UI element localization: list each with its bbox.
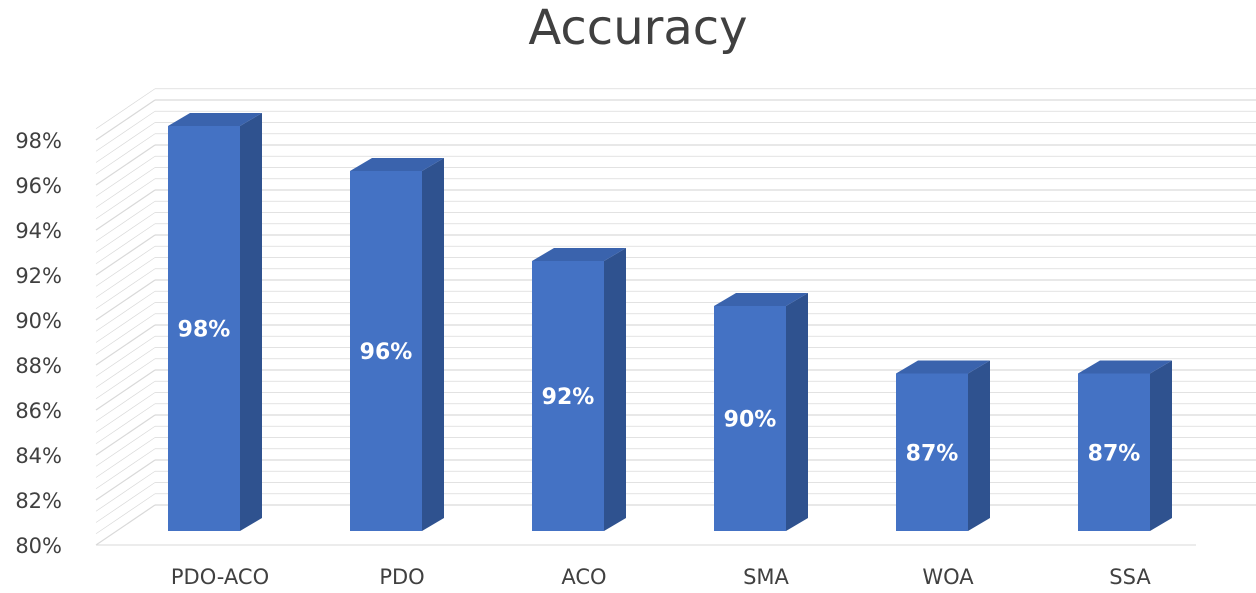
gridline-depth <box>95 155 156 197</box>
y-tick-label: 90% <box>15 309 62 333</box>
gridline-depth <box>95 178 156 220</box>
gridline-depth <box>95 200 156 242</box>
data-label: 87% <box>1088 441 1141 466</box>
y-tick-label: 86% <box>15 399 62 423</box>
data-label: 87% <box>906 441 959 466</box>
x-axis-ticks: PDO-ACO PDO ACO SMA WOA SSA <box>171 565 1151 589</box>
bar-side <box>786 293 808 531</box>
bar-top <box>532 248 626 261</box>
gridline-depth <box>95 358 156 400</box>
gridline-depth <box>95 290 156 332</box>
gridline-depth <box>95 223 156 265</box>
gridline-depth <box>95 392 156 433</box>
bar-front <box>168 126 240 531</box>
bar-side <box>968 360 990 531</box>
bar-front <box>896 373 968 531</box>
gridline-depth <box>95 88 156 130</box>
bar-side <box>604 248 626 531</box>
gridline-depth <box>95 144 156 186</box>
y-tick-label: 80% <box>15 534 62 558</box>
y-tick-label: 94% <box>15 219 62 243</box>
gridline-depth <box>95 302 156 343</box>
bar: 92% <box>532 248 626 531</box>
y-axis-ticks: 80% 82% 84% 86% 88% 90% 92% 94% 96% 98% <box>15 129 62 558</box>
gridline-depth <box>95 279 156 321</box>
y-tick-label: 92% <box>15 264 62 288</box>
gridline-depth <box>95 234 156 276</box>
y-tick-label: 88% <box>15 354 62 378</box>
bars: 98% 96% 92% 90% 87% 87% <box>168 113 1172 531</box>
gridline-depth <box>95 459 156 501</box>
gridline-depth <box>95 437 156 478</box>
gridline-depth <box>95 167 156 208</box>
gridline-depth <box>95 313 156 355</box>
bar: 87% <box>1078 360 1172 531</box>
gridline-depth <box>95 133 156 175</box>
gridline-depth <box>95 347 156 388</box>
bar: 98% <box>168 113 262 531</box>
data-label: 92% <box>542 385 595 410</box>
bar-front <box>714 306 786 531</box>
gridline-depth <box>95 189 156 231</box>
gridline-depth <box>95 212 156 253</box>
gridline-depth <box>95 380 156 422</box>
gridline-depth <box>95 414 156 456</box>
gridline-depth <box>95 257 156 298</box>
bar-top <box>1078 360 1172 374</box>
y-tick-label: 96% <box>15 174 62 198</box>
x-tick-label: PDO-ACO <box>171 565 269 589</box>
gridline-depth <box>95 268 156 310</box>
gridline-depth <box>95 122 156 163</box>
gridline-depth <box>95 324 156 366</box>
bar: 90% <box>714 293 808 531</box>
x-tick-label: ACO <box>561 565 606 589</box>
data-label: 96% <box>360 340 413 365</box>
bar-front <box>532 261 604 531</box>
gridline-depth <box>95 448 156 490</box>
gridline-depth <box>95 369 156 411</box>
gridline-depth <box>95 470 156 512</box>
bar-front <box>350 171 422 531</box>
x-tick-label: SSA <box>1109 565 1151 589</box>
bar: 96% <box>350 158 444 531</box>
data-label: 90% <box>724 408 777 433</box>
gridline-depth <box>95 425 156 467</box>
gridline-depth <box>95 403 156 445</box>
y-tick-label: 84% <box>15 444 62 468</box>
bar-side <box>1150 360 1172 531</box>
x-tick-label: PDO <box>379 565 424 589</box>
bar-top <box>168 113 262 126</box>
chart-title: Accuracy <box>528 0 747 56</box>
bar-top <box>350 158 444 171</box>
gridline-depth <box>95 110 156 152</box>
bar-side <box>422 158 444 531</box>
gridline-depth <box>95 99 156 141</box>
data-label: 98% <box>178 318 231 343</box>
gridline-depth <box>95 482 156 523</box>
bar-front <box>1078 373 1150 531</box>
y-tick-label: 98% <box>15 129 62 153</box>
gridline-depth <box>95 504 156 546</box>
gridline-depth <box>95 493 156 535</box>
grid-layer <box>95 88 1256 546</box>
gridline-depth <box>95 335 156 377</box>
bar-top <box>714 293 808 306</box>
bar-side <box>240 113 262 531</box>
gridline-depth <box>95 245 156 287</box>
bar: 87% <box>896 360 990 531</box>
y-tick-label: 82% <box>15 489 62 513</box>
x-tick-label: WOA <box>922 565 974 589</box>
bar-top <box>896 360 990 374</box>
x-tick-label: SMA <box>743 565 789 589</box>
